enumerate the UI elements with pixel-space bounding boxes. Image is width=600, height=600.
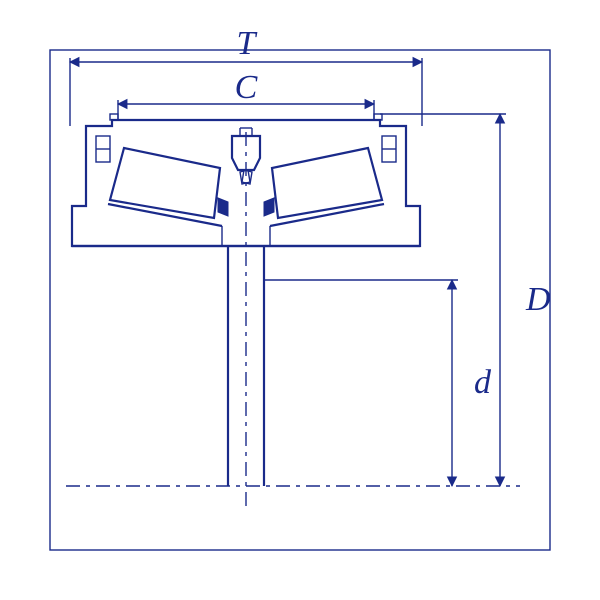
label-d: d (474, 364, 492, 401)
bore-lines (72, 246, 264, 486)
label-D: D (525, 281, 551, 318)
label-C: C (235, 69, 258, 106)
bearing-cross-section-diagram: T C D d (0, 0, 600, 600)
label-T: T (237, 25, 258, 62)
